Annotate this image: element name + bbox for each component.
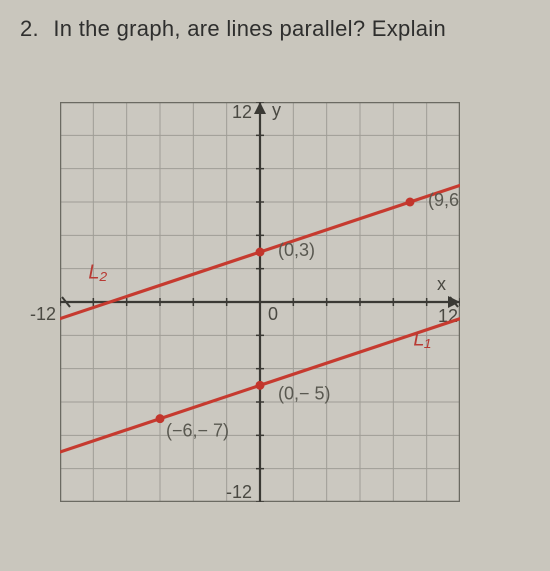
svg-text:(9,6): (9,6) [428,190,460,210]
svg-text:(0,3): (0,3) [278,240,315,260]
question-text: 2. In the graph, are lines parallel? Exp… [20,16,530,42]
svg-text:0: 0 [268,304,278,324]
question-number: 2. [20,16,39,42]
coordinate-graph: yx012-1212(0,3)(9,6)L₂(0,− 5)(−6,− 7)L₁ [60,102,460,502]
svg-text:L₁: L₁ [413,328,430,350]
svg-text:12: 12 [232,102,252,122]
svg-text:y: y [272,102,281,120]
svg-text:(−6,− 7): (−6,− 7) [166,421,229,441]
chart-container: yx012-1212(0,3)(9,6)L₂(0,− 5)(−6,− 7)L₁ … [60,102,530,507]
svg-text:-12: -12 [226,482,252,502]
x-min-label: -12 [30,304,56,325]
svg-text:x: x [437,274,446,294]
svg-text:(0,− 5): (0,− 5) [278,383,331,403]
page: 2. In the graph, are lines parallel? Exp… [0,0,550,571]
svg-text:L₂: L₂ [88,262,107,284]
question-body: In the graph, are lines parallel? Explai… [53,16,446,41]
